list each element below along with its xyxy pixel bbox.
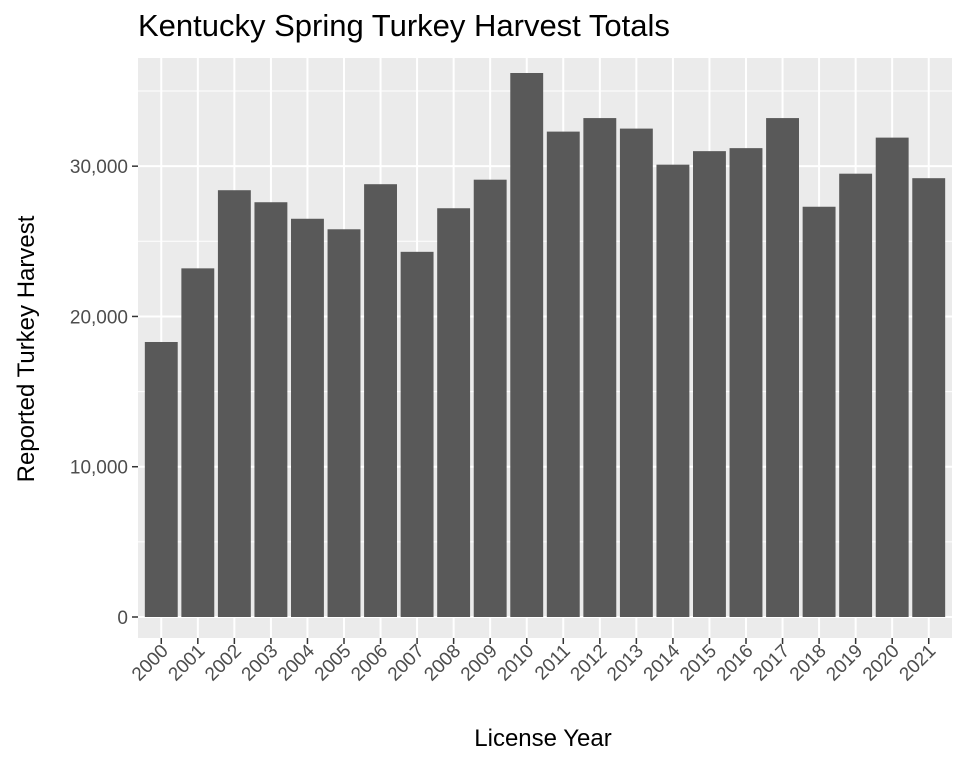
- bar-2010: [510, 73, 544, 617]
- bar-2000: [144, 341, 178, 617]
- bar-2007: [400, 251, 434, 617]
- y-tick-label: 10,000: [70, 458, 128, 479]
- bars-group: [144, 73, 946, 618]
- bar-2013: [619, 128, 653, 617]
- bar-2003: [254, 202, 288, 618]
- bar-2005: [327, 229, 361, 617]
- bar-2002: [217, 190, 251, 618]
- y-tick-label: 20,000: [70, 307, 128, 328]
- y-tick-label: 0: [117, 608, 128, 629]
- chart-title: Kentucky Spring Turkey Harvest Totals: [138, 8, 670, 43]
- bar-2009: [473, 179, 507, 617]
- bar-2020: [875, 137, 909, 618]
- bar-2011: [546, 131, 580, 618]
- bar-2008: [437, 208, 471, 618]
- bar-2006: [364, 184, 397, 618]
- y-axis: 0 10,000 20,000 30,000: [70, 157, 138, 629]
- y-tick-label: 30,000: [70, 157, 128, 178]
- bar-2014: [656, 164, 690, 617]
- bar-2016: [729, 148, 763, 617]
- bar-2017: [766, 118, 799, 617]
- bar-2015: [693, 151, 726, 617]
- bar-2021: [912, 178, 946, 618]
- bar-2019: [839, 173, 873, 617]
- bar-2001: [181, 268, 215, 617]
- x-axis-title: License Year: [474, 725, 611, 752]
- bar-2012: [583, 118, 617, 617]
- bar-2018: [802, 206, 836, 617]
- y-axis-title: Reported Turkey Harvest: [13, 215, 40, 482]
- bar-2004: [291, 218, 324, 618]
